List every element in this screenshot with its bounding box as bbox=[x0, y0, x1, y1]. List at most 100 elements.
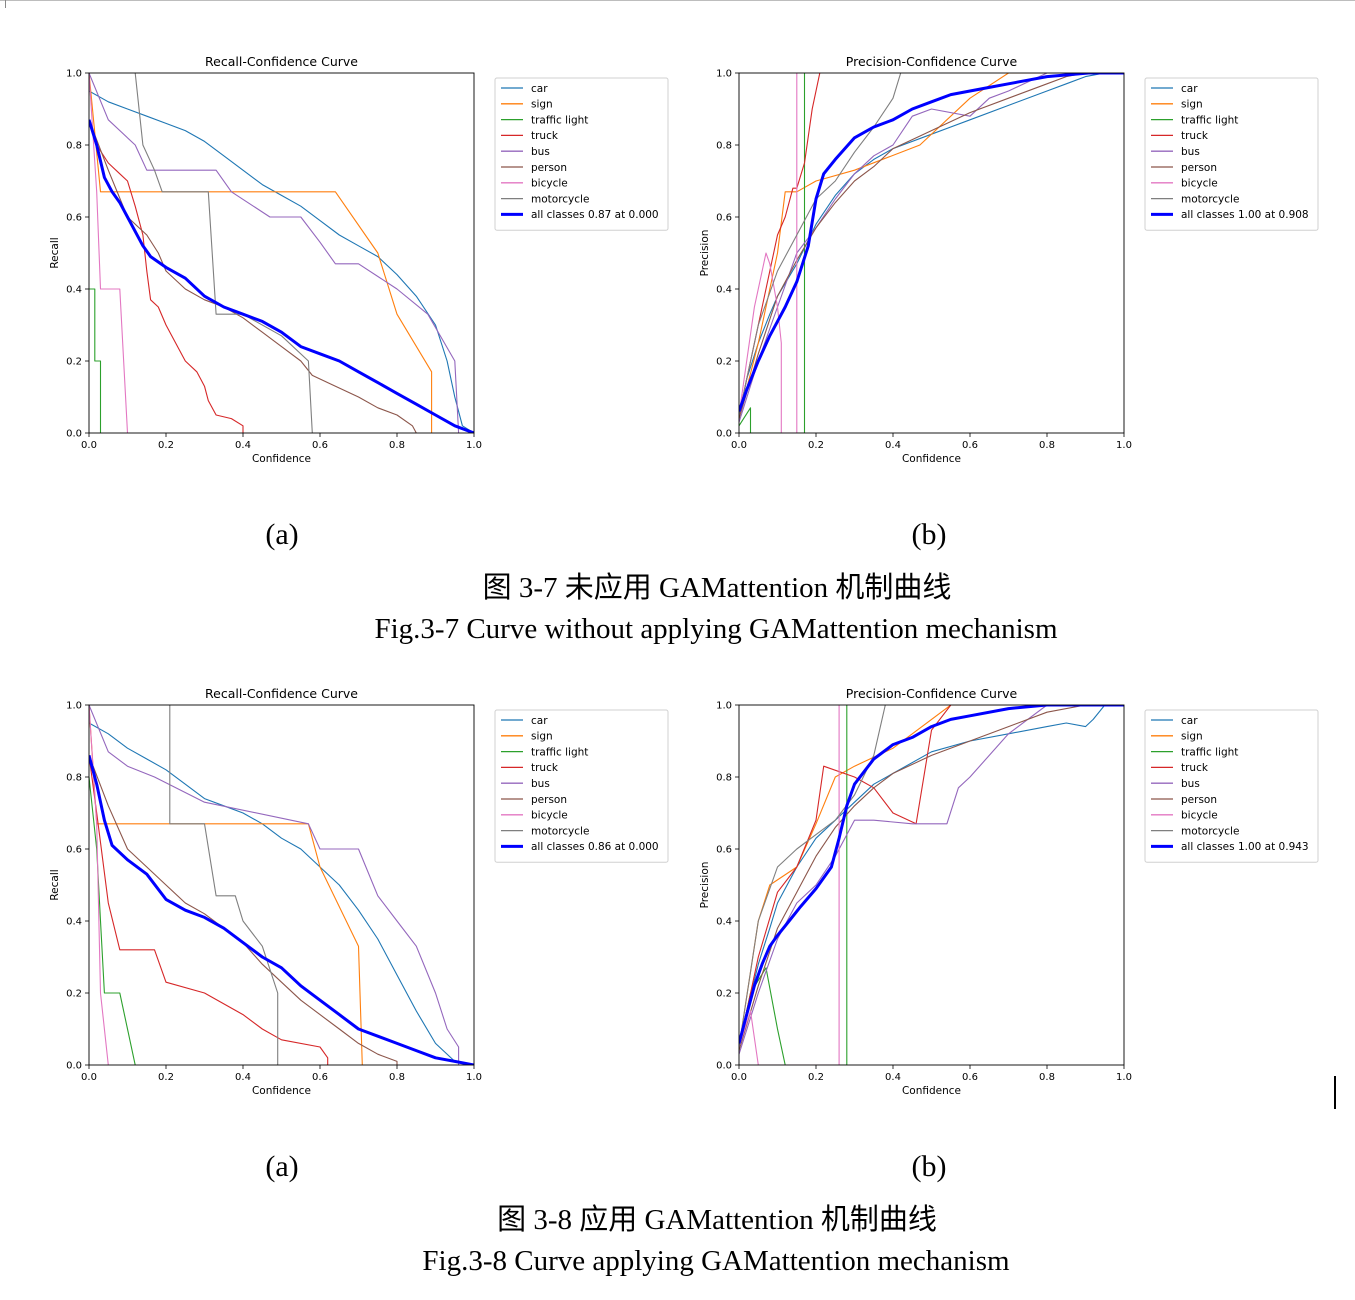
legend-label-all-classes-0-87-at-0-000: all classes 0.87 at 0.000 bbox=[531, 209, 659, 221]
series-group bbox=[739, 73, 1124, 433]
y-axis-label: Recall bbox=[49, 869, 61, 900]
series-line-all-classes-1-00-at-0-943 bbox=[739, 705, 1124, 1044]
subfigure-label-a-fig-3-8: (a) bbox=[265, 1150, 299, 1183]
recall-confidence-chart-fig-3-8: Recall-Confidence Curve 0.0 0.2 0.4 0.6 0.8 1.… bbox=[49, 686, 669, 1097]
x-tick-label: 0.4 bbox=[235, 1072, 251, 1083]
precision-confidence-chart-fig-3-7: Precision-Confidence Curve 0.0 0.2 0.4 0.6 0.… bbox=[699, 54, 1319, 465]
chart-title: Recall-Confidence Curve bbox=[205, 54, 358, 69]
legend: car sign traffic light truck bus person bicycl… bbox=[494, 709, 669, 863]
x-tick-label: 0.0 bbox=[731, 1072, 747, 1083]
y-tick-label: 1.0 bbox=[716, 701, 732, 712]
y-tick-label: 0.6 bbox=[716, 845, 732, 856]
legend-label-motorcycle: motorcycle bbox=[1181, 825, 1239, 837]
series-line-bicycle bbox=[739, 73, 798, 433]
figure-caption-cn-fig-3-8: 图 3-8 应用 GAMattention 机制曲线 bbox=[497, 1204, 937, 1236]
legend-label-traffic-light: traffic light bbox=[1181, 746, 1238, 758]
legend-label-motorcycle: motorcycle bbox=[531, 193, 589, 205]
series-line-traffic-light bbox=[739, 73, 806, 433]
y-tick-label: 0.4 bbox=[716, 285, 732, 296]
y-tick-label: 0.0 bbox=[66, 1061, 82, 1072]
series-line-sign bbox=[89, 73, 433, 433]
legend-box bbox=[1144, 709, 1319, 863]
series-group bbox=[739, 705, 1124, 1065]
series-line-traffic-light bbox=[739, 705, 848, 1065]
series-line-truck bbox=[89, 755, 329, 1065]
series-line-motorcycle bbox=[169, 705, 279, 1065]
legend-label-bicycle: bicycle bbox=[1181, 810, 1218, 822]
text-cursor bbox=[1334, 1076, 1336, 1109]
y-tick-label: 0.8 bbox=[66, 773, 82, 784]
y-tick-label: 0.8 bbox=[716, 141, 732, 152]
series-line-traffic-light bbox=[89, 288, 102, 433]
legend-label-person: person bbox=[1181, 794, 1217, 806]
x-axis-label: Confidence bbox=[902, 1085, 961, 1097]
legend-label-traffic-light: traffic light bbox=[1181, 114, 1238, 126]
y-tick-label: 0.0 bbox=[716, 1061, 732, 1072]
legend-label-sign: sign bbox=[1181, 99, 1203, 111]
x-tick-label: 1.0 bbox=[1116, 1072, 1132, 1083]
legend-label-person: person bbox=[1181, 162, 1217, 174]
legend-label-traffic-light: traffic light bbox=[531, 746, 588, 758]
legend-label-car: car bbox=[1181, 83, 1198, 95]
y-tick-label: 0.8 bbox=[66, 141, 82, 152]
y-tick-label: 0.6 bbox=[716, 213, 732, 224]
legend-label-bus: bus bbox=[531, 778, 550, 790]
legend-label-bus: bus bbox=[1181, 778, 1200, 790]
series-line-bicycle bbox=[739, 705, 840, 1065]
series-group bbox=[89, 705, 474, 1065]
figure-caption-en-fig-3-7: Fig.3-7 Curve without applying GAMattent… bbox=[374, 613, 1058, 645]
plot-frame bbox=[88, 72, 475, 434]
legend-box bbox=[494, 709, 669, 863]
legend-label-sign: sign bbox=[1181, 731, 1203, 743]
recall-confidence-chart-fig-3-7: Recall-Confidence Curve 0.0 0.2 0.4 0.6 0.8 1.… bbox=[49, 54, 669, 465]
y-axis-label: Precision bbox=[699, 230, 711, 277]
subfigure-label-a-fig-3-7: (a) bbox=[265, 518, 299, 551]
legend-label-person: person bbox=[531, 794, 567, 806]
subfigure-label-b-fig-3-7: (b) bbox=[911, 518, 947, 551]
x-tick-label: 0.8 bbox=[1039, 1072, 1055, 1083]
y-tick-label: 0.4 bbox=[66, 917, 82, 928]
legend-label-bus: bus bbox=[1181, 146, 1200, 158]
x-tick-label: 0.6 bbox=[962, 440, 978, 451]
series-line-all-classes-0-87-at-0-000 bbox=[89, 119, 474, 433]
x-tick-label: 0.6 bbox=[962, 1072, 978, 1083]
legend-label-truck: truck bbox=[531, 762, 559, 774]
y-tick-label: 0.0 bbox=[66, 429, 82, 440]
y-tick-label: 0.2 bbox=[716, 989, 732, 1000]
series-line-motorcycle bbox=[739, 705, 886, 1048]
figure-caption-en-fig-3-8: Fig.3-8 Curve applying GAMattention mech… bbox=[422, 1245, 1010, 1277]
legend-box bbox=[1144, 77, 1319, 231]
x-tick-label: 0.8 bbox=[389, 1072, 405, 1083]
top-border-line bbox=[0, 0, 1355, 1]
x-tick-label: 0.2 bbox=[808, 440, 824, 451]
y-tick-label: 0.6 bbox=[66, 213, 82, 224]
series-line-motorcycle bbox=[134, 73, 313, 433]
legend-label-truck: truck bbox=[1181, 130, 1209, 142]
legend-label-all-classes-0-86-at-0-000: all classes 0.86 at 0.000 bbox=[531, 841, 659, 853]
series-line-all-classes-1-00-at-0-908 bbox=[739, 73, 1124, 412]
x-tick-label: 0.6 bbox=[312, 1072, 328, 1083]
series-line-car bbox=[739, 705, 1124, 1048]
legend-label-bus: bus bbox=[531, 146, 550, 158]
series-line-person bbox=[89, 119, 417, 433]
legend-label-motorcycle: motorcycle bbox=[1181, 193, 1239, 205]
plot-frame bbox=[738, 704, 1125, 1066]
series-line-all-classes-0-86-at-0-000 bbox=[89, 755, 474, 1065]
x-axis-label: Confidence bbox=[252, 453, 311, 465]
plot-frame bbox=[738, 72, 1125, 434]
series-line-bus bbox=[739, 73, 1124, 423]
chart-title: Precision-Confidence Curve bbox=[846, 686, 1018, 701]
series-line-truck bbox=[89, 119, 244, 433]
x-axis-label: Confidence bbox=[252, 1085, 311, 1097]
legend-box bbox=[494, 77, 669, 231]
legend-label-all-classes-1-00-at-0-943: all classes 1.00 at 0.943 bbox=[1181, 841, 1309, 853]
series-line-person bbox=[739, 705, 1124, 1051]
series-line-person bbox=[739, 73, 1124, 419]
series-line-car bbox=[739, 73, 1124, 419]
series-line-bus bbox=[89, 705, 460, 1065]
plot-frame bbox=[88, 704, 475, 1066]
x-tick-label: 1.0 bbox=[466, 1072, 482, 1083]
x-tick-label: 0.0 bbox=[81, 440, 97, 451]
legend-label-sign: sign bbox=[531, 731, 553, 743]
legend-label-sign: sign bbox=[531, 99, 553, 111]
